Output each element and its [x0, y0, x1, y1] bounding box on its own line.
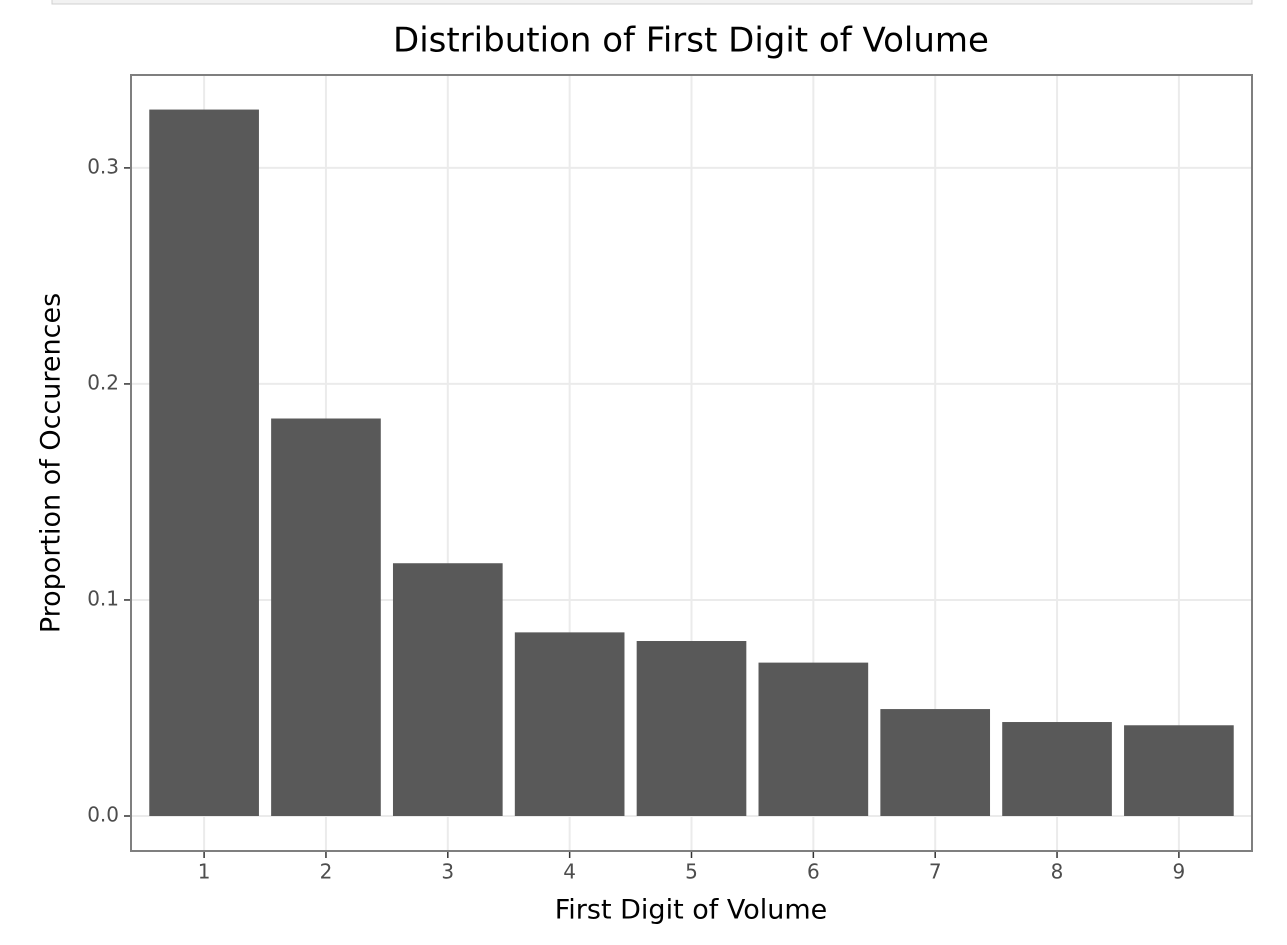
- bar: [880, 709, 991, 817]
- x-axis-title: First Digit of Volume: [555, 895, 828, 926]
- x-tick-label: 3: [441, 860, 454, 884]
- chart-title: Distribution of First Digit of Volume: [393, 21, 989, 61]
- x-tick-label: 9: [1173, 860, 1186, 884]
- x-tick-label: 4: [563, 860, 576, 884]
- y-tick-label: 0.3: [87, 154, 119, 178]
- x-tick-label: 6: [807, 860, 820, 884]
- bar: [149, 109, 259, 817]
- y-tick-label: 0.2: [87, 370, 119, 394]
- y-tick-label: 0.0: [87, 803, 119, 827]
- top-strip: [51, 0, 1253, 5]
- bar: [1002, 722, 1112, 817]
- bar: [758, 662, 869, 817]
- y-tick-label: 0.1: [87, 586, 119, 610]
- x-tick-label: 7: [929, 860, 942, 884]
- x-tick-label: 2: [320, 860, 333, 884]
- panel-border: [130, 74, 1253, 852]
- y-axis-title: Proportion of Occurences: [36, 293, 67, 633]
- bar: [271, 418, 381, 817]
- bar: [514, 632, 625, 817]
- bar: [392, 563, 503, 817]
- x-tick-label: 5: [685, 860, 698, 884]
- bar: [636, 641, 747, 817]
- x-tick-label: 1: [198, 860, 211, 884]
- bar: [1124, 725, 1234, 817]
- x-tick-label: 8: [1051, 860, 1064, 884]
